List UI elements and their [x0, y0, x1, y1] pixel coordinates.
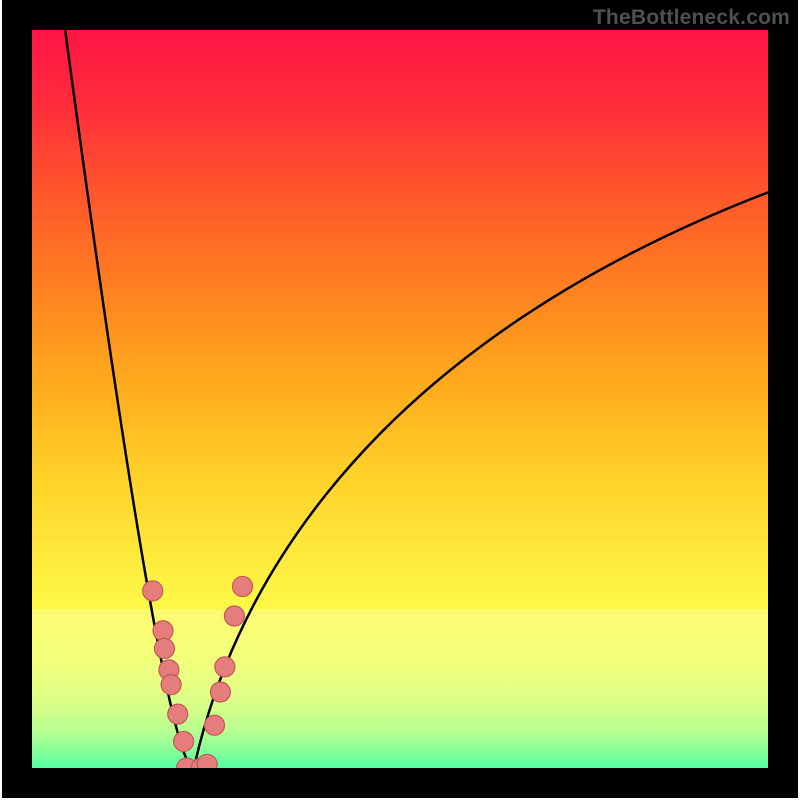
- watermark-text: TheBottleneck.com: [593, 6, 790, 30]
- chart-marker: [224, 606, 244, 626]
- chart-marker: [232, 576, 252, 596]
- chart-marker: [161, 675, 181, 695]
- chart-marker: [154, 638, 174, 658]
- chart-marker: [168, 704, 188, 724]
- chart-marker: [143, 581, 163, 601]
- chart-svg: [0, 0, 800, 800]
- chart-marker: [205, 715, 225, 735]
- chart-marker: [215, 657, 235, 677]
- chart-marker: [174, 731, 194, 751]
- chart-marker: [210, 682, 230, 702]
- chart-marker: [153, 621, 173, 641]
- chart-highlight-band: [32, 609, 768, 768]
